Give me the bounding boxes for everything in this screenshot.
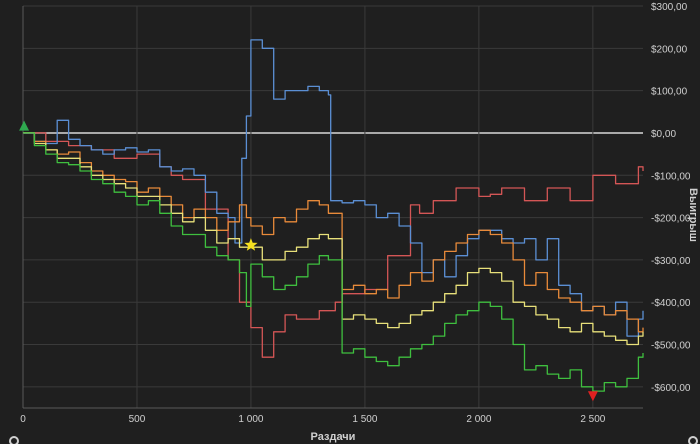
- series-line-4: [23, 132, 644, 392]
- y-tick-label: -$600,00: [651, 383, 691, 394]
- x-tick-label: 2 000: [466, 414, 491, 425]
- marker-layer: [19, 120, 598, 402]
- x-tick-label: 1 500: [352, 414, 377, 425]
- y-axis-label: Выигрыш: [687, 188, 699, 242]
- y-tick-label: -$500,00: [651, 341, 691, 352]
- x-axis-label: Раздачи: [311, 431, 356, 443]
- x-tick-label: 0: [20, 414, 26, 425]
- y-tick-label: -$300,00: [651, 256, 691, 267]
- series-line-3: [23, 132, 644, 346]
- y-tick-label: -$400,00: [651, 298, 691, 309]
- series-layer: [23, 39, 644, 392]
- star-marker: [244, 238, 258, 251]
- y-tick-label: $300,00: [651, 2, 688, 13]
- y-tick-label: -$100,00: [651, 171, 691, 182]
- x-tick-label: 2 500: [580, 414, 605, 425]
- y-axis-ticks: $300,00 $200,00 $100,00 $0,00 -$100,00 -$200,…: [651, 2, 691, 394]
- series-line-2: [23, 132, 644, 333]
- settings-gear-icon-right[interactable]: [688, 436, 698, 444]
- grid-lines: [22, 5, 643, 409]
- triangle-down-marker: [587, 391, 598, 402]
- y-tick-label: $200,00: [651, 44, 688, 55]
- x-tick-label: 1 000: [238, 414, 263, 425]
- x-tick-label: 500: [129, 414, 146, 425]
- y-tick-label: $0,00: [651, 129, 676, 140]
- x-axis-ticks: 0 500 1 000 1 500 2 000 2 500: [20, 414, 606, 425]
- y-tick-label: -$200,00: [651, 214, 691, 225]
- settings-gear-icon[interactable]: [9, 436, 19, 444]
- y-tick-label: $100,00: [651, 87, 688, 98]
- series-line-1: [23, 39, 644, 337]
- triangle-up-marker: [19, 120, 30, 131]
